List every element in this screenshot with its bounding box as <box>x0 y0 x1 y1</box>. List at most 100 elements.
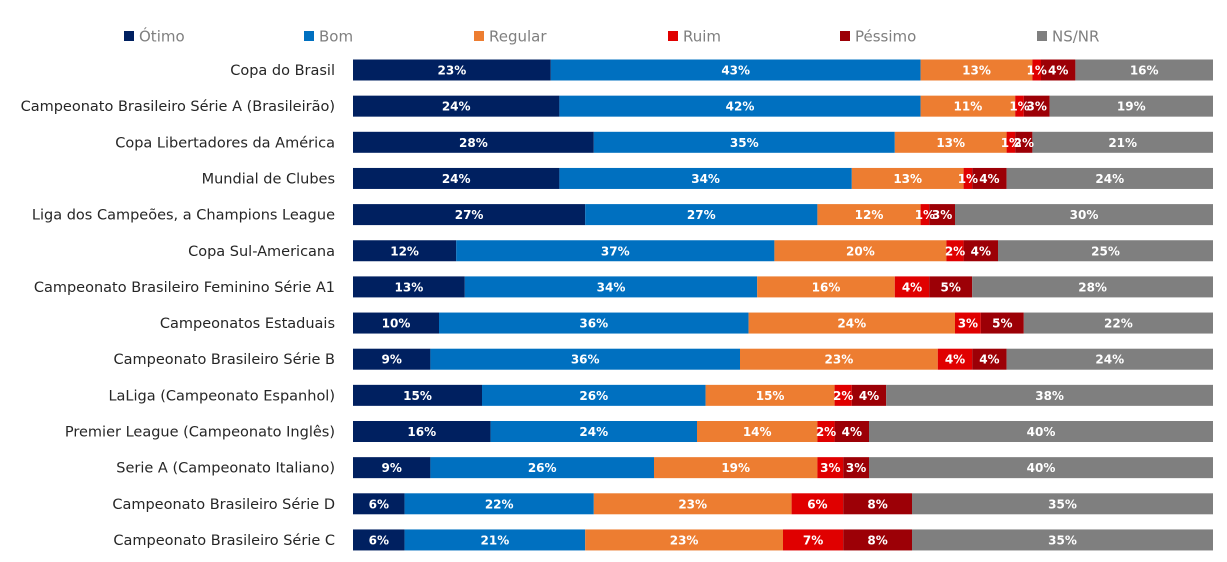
data-label-regular: 13% <box>962 64 991 78</box>
data-label-pessimo: 4% <box>979 353 999 367</box>
bar-segment-pessimo <box>843 457 869 479</box>
legend-swatch <box>304 31 314 41</box>
data-label-bom: 24% <box>579 425 608 439</box>
bar-segment-otimo <box>353 95 560 117</box>
data-label-ns-nr: 40% <box>1027 425 1056 439</box>
legend-swatch <box>840 31 850 41</box>
category-label: Campeonatos Estaduais <box>160 316 335 332</box>
bar-segment-bom <box>456 240 775 262</box>
bar-segment-ruim <box>1032 59 1041 81</box>
bar-segment-ruim <box>963 167 973 189</box>
data-label-pessimo: 8% <box>867 533 887 547</box>
category-label: LaLiga (Campeonato Espanhol) <box>108 388 335 404</box>
bar-segment-ruim <box>1015 95 1024 117</box>
category-label: Campeonato Brasileiro Série B <box>114 352 335 368</box>
data-label-otimo: 10% <box>382 317 411 331</box>
data-label-bom: 36% <box>571 353 600 367</box>
data-label-bom: 27% <box>687 208 716 222</box>
bar-segment-otimo <box>353 312 439 334</box>
bar-segment-bom <box>559 167 852 189</box>
data-label-regular: 13% <box>893 172 922 186</box>
legend: Ótimo Bom Regular Ruim Péssimo NS/NR <box>124 27 1099 46</box>
data-label-pessimo: 3% <box>932 208 952 222</box>
bar-segment-ruim <box>946 240 964 262</box>
category-label: Copa do Brasil <box>230 63 335 79</box>
bar-segment-otimo <box>353 204 586 226</box>
data-label-pessimo: 4% <box>859 389 879 403</box>
bar-segment-pessimo <box>929 204 955 226</box>
bar-segment-pessimo <box>963 240 998 262</box>
data-label-otimo: 16% <box>407 425 436 439</box>
data-label-regular: 11% <box>954 100 983 114</box>
bar-segment-bom <box>430 457 654 479</box>
data-label-pessimo: 8% <box>867 497 887 511</box>
data-label-regular: 20% <box>846 244 875 258</box>
data-label-regular: 23% <box>678 497 707 511</box>
data-label-pessimo: 5% <box>992 317 1012 331</box>
bar-segment-ruim <box>834 384 852 406</box>
data-label-pessimo: 5% <box>941 280 961 294</box>
legend-label: NS/NR <box>1052 28 1099 46</box>
bar-segment-otimo <box>353 457 431 479</box>
bar-segment-pessimo <box>1023 95 1050 117</box>
bar-segment-otimo <box>353 276 465 298</box>
bar-segment-ns-nr <box>1006 167 1213 189</box>
data-label-bom: 35% <box>730 136 759 150</box>
data-label-regular: 23% <box>670 533 699 547</box>
legend-item-ruim: Ruim <box>668 28 721 46</box>
data-label-ruim: 1% <box>915 208 935 222</box>
category-label: Campeonato Brasileiro Feminino Série A1 <box>34 280 335 296</box>
bar-segment-regular <box>920 95 1016 117</box>
data-label-bom: 22% <box>485 497 514 511</box>
bar-segment-ruim <box>937 348 973 370</box>
bar-segment-regular <box>920 59 1033 81</box>
bar-row-campeonato-brasileiro-serie-c: 6% 21% 23% 7% 8% 35% <box>353 529 1213 551</box>
legend-swatch <box>124 31 134 41</box>
bar-row-campeonato-brasileiro-feminino-serie-a1: 13% 34% 16% 4% 5% 28% <box>353 276 1213 298</box>
bar-segment-regular <box>697 421 818 442</box>
data-label-ns-nr: 30% <box>1070 208 1099 222</box>
legend-label: Péssimo <box>855 28 916 46</box>
bar-segment-ns-nr <box>1023 312 1213 334</box>
legend-item-pessimo: Péssimo <box>840 28 916 46</box>
category-label: Campeonato Brasileiro Série D <box>112 497 335 513</box>
bar-row-copa-do-brasil: 23% 43% 13% 1% 4% 16% <box>353 59 1213 81</box>
data-label-ns-nr: 28% <box>1078 280 1107 294</box>
data-label-ns-nr: 35% <box>1048 497 1077 511</box>
data-label-regular: 14% <box>743 425 772 439</box>
bar-segment-otimo <box>353 131 594 153</box>
bar-segment-regular <box>817 204 921 226</box>
bar-segment-ns-nr <box>998 240 1213 262</box>
data-label-bom: 26% <box>528 461 557 475</box>
data-label-bom: 43% <box>721 64 750 78</box>
bar-segment-bom <box>482 384 706 406</box>
bar-segment-otimo <box>353 348 431 370</box>
bar-segment-regular <box>705 384 835 406</box>
bar-segment-bom <box>550 59 921 81</box>
bar-segment-ns-nr <box>886 384 1213 406</box>
bar-row-campeonato-brasileiro-serie-d: 6% 22% 23% 6% 8% 35% <box>353 493 1213 515</box>
data-label-ruim: 2% <box>945 244 965 258</box>
bar-row-mundial-de-clubes: 24% 34% 13% 1% 4% 24% <box>353 167 1213 189</box>
bar-row-liga-dos-campeoes-a-champions-league: 27% 27% 12% 1%3% 30% <box>353 204 1213 226</box>
bar-row-laliga-campeonato-espanhol: 15% 26% 15% 2% 4% 38% <box>353 384 1213 406</box>
bar-segment-ns-nr <box>1032 131 1213 153</box>
bar-segment-bom <box>404 529 586 551</box>
legend-item-regular: Regular <box>474 28 547 46</box>
bar-segment-regular <box>748 312 955 334</box>
data-label-regular: 23% <box>825 353 854 367</box>
data-label-ruim: 2% <box>833 389 853 403</box>
data-label-ruim: 1% <box>1009 100 1029 114</box>
data-label-pessimo: 4% <box>971 244 991 258</box>
bar-segment-regular <box>740 348 938 370</box>
bar-segment-pessimo <box>1041 59 1076 81</box>
data-label-otimo: 13% <box>395 280 424 294</box>
legend-swatch <box>474 31 484 41</box>
bar-segment-pessimo <box>843 529 912 551</box>
category-label: Premier League (Campeonato Inglês) <box>65 425 335 441</box>
bar-segment-regular <box>851 167 964 189</box>
bar-segment-bom <box>404 493 594 515</box>
bar-segment-bom <box>464 276 758 298</box>
bar-segment-ns-nr <box>972 276 1213 298</box>
bar-segment-bom <box>439 312 749 334</box>
